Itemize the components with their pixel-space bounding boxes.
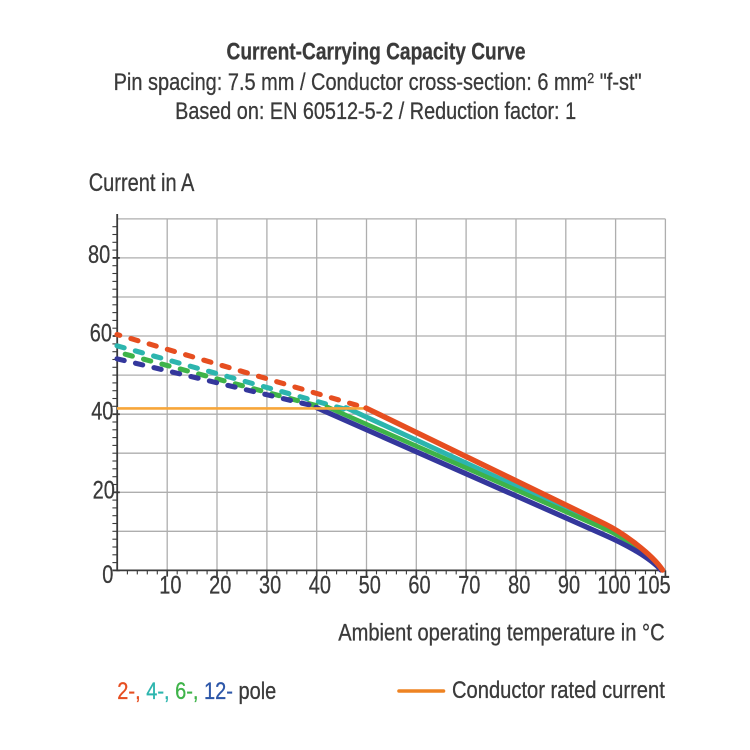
- svg-text:30: 30: [259, 572, 281, 600]
- svg-text:10: 10: [159, 572, 181, 600]
- svg-text:70: 70: [458, 572, 480, 600]
- svg-text:90: 90: [558, 572, 580, 600]
- svg-text:40: 40: [91, 397, 113, 425]
- svg-text:60: 60: [408, 572, 430, 600]
- svg-text:Based on: EN 60512-5-2 / Reduc: Based on: EN 60512-5-2 / Reduction facto…: [175, 98, 576, 125]
- svg-text:Pin spacing: 7.5 mm / Conducto: Pin spacing: 7.5 mm / Conductor cross-se…: [114, 69, 642, 96]
- svg-text:Current-Carrying Capacity Curv: Current-Carrying Capacity Curve: [227, 39, 526, 66]
- svg-text:Conductor rated current: Conductor rated current: [452, 677, 665, 704]
- svg-text:40: 40: [309, 572, 331, 600]
- svg-text:2-, 4-, 6-, 12- pole: 2-, 4-, 6-, 12- pole: [117, 678, 276, 705]
- svg-text:0: 0: [102, 561, 113, 589]
- svg-text:60: 60: [90, 320, 112, 348]
- svg-text:20: 20: [93, 477, 115, 505]
- svg-text:105: 105: [637, 572, 670, 600]
- svg-text:80: 80: [88, 241, 110, 269]
- svg-text:80: 80: [508, 572, 530, 600]
- svg-text:Current in A: Current in A: [89, 169, 195, 197]
- svg-text:100: 100: [597, 572, 630, 600]
- svg-text:50: 50: [359, 572, 381, 600]
- svg-text:20: 20: [209, 572, 231, 600]
- svg-text:Ambient operating temperature: Ambient operating temperature in °C: [338, 619, 664, 646]
